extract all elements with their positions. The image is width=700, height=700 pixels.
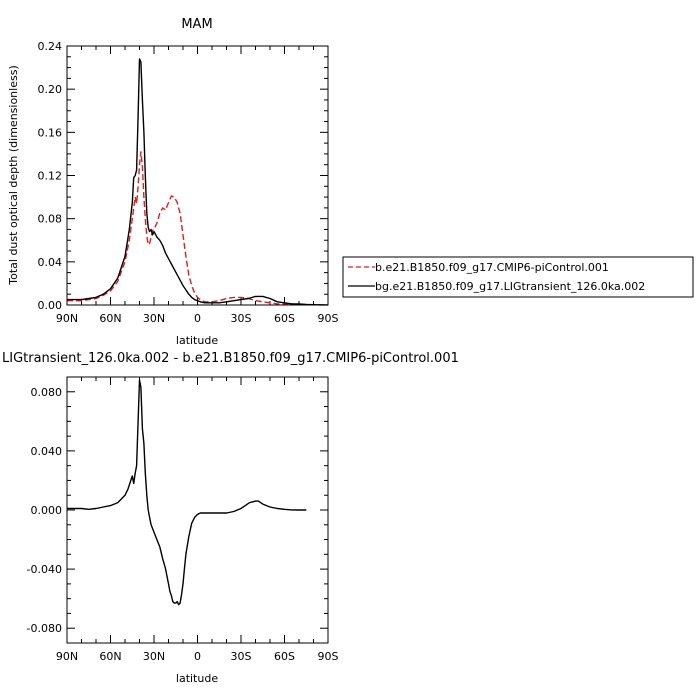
top-y-tick-label: 0.12 [38,170,63,183]
top-y-tick-label: 0.00 [38,299,63,312]
top-y-tick-label: 0.20 [38,83,63,96]
top-y-tick-label: 0.04 [38,256,63,269]
legend: b.e21.B1850.f09_g17.CMIP6-piControl.001 … [342,256,694,298]
bottom-series-lines [67,379,307,606]
bottom-y-tick-labels: 0.080 0.040 0.000 -0.040 -0.080 [27,386,62,635]
legend-label-ligtransient: bg.e21.B1850.f09_g17.LIGtransient_126.0k… [375,280,645,293]
bottom-x-tick-label: 60N [99,650,121,663]
bottom-series-line-0 [67,379,307,606]
top-x-tick-label: 90N [56,312,78,325]
bottom-panel: LIGtransient_126.0ka.002 - b.e21.B1850.f… [2,351,459,685]
top-x-tick-label: 30S [231,312,252,325]
bottom-plot-frame [66,376,329,644]
legend-label-picontrol: b.e21.B1850.f09_g17.CMIP6-piControl.001 [375,261,609,274]
bottom-x-tick-label: 30N [143,650,165,663]
bottom-x-tick-label: 60S [274,650,295,663]
legend-box [342,256,694,298]
top-panel: MAM Total dust optical depth (dimensionl… [7,17,339,347]
top-y-tick-label: 0.24 [38,40,63,53]
top-x-tick-label: 60S [274,312,295,325]
top-y-tick-labels: 0.00 0.04 0.08 0.12 0.16 0.20 0.24 [38,40,63,312]
top-x-axis-label: latitude [176,334,218,347]
top-series-line-1 [67,58,329,306]
bottom-x-tick-label: 90S [318,650,339,663]
top-x-tick-labels: 90N 60N 30N 0 30S 60S 90S [56,312,339,325]
bottom-x-tick-label: 90N [56,650,78,663]
top-x-tick-label: 60N [99,312,121,325]
top-y-tick-label: 0.08 [38,213,63,226]
bottom-chart-title: LIGtransient_126.0ka.002 - b.e21.B1850.f… [2,351,459,366]
top-plot-frame [66,45,329,306]
top-series-line-0 [67,151,328,306]
bottom-x-tick-labels: 90N 60N 30N 0 30S 60S 90S [56,650,339,663]
bottom-y-tick-label: 0.040 [31,445,63,458]
top-y-tick-label: 0.16 [38,126,63,139]
top-chart-title: MAM [181,17,212,32]
top-x-tick-label: 90S [318,312,339,325]
bottom-x-tick-label: 30S [231,650,252,663]
top-y-axis-label: Total dust optical depth (dimensionless) [7,65,20,285]
bottom-y-tick-label: 0.000 [31,504,63,517]
top-series-lines [67,58,329,306]
bottom-x-tick-label: 0 [194,650,201,663]
bottom-x-axis-label: latitude [176,672,218,685]
top-axis-ticks [66,45,329,306]
top-x-tick-label: 0 [194,312,201,325]
bottom-y-tick-label: 0.080 [31,386,63,399]
bottom-y-tick-label: -0.080 [27,622,62,635]
bottom-y-tick-label: -0.040 [27,563,62,576]
top-x-tick-label: 30N [143,312,165,325]
